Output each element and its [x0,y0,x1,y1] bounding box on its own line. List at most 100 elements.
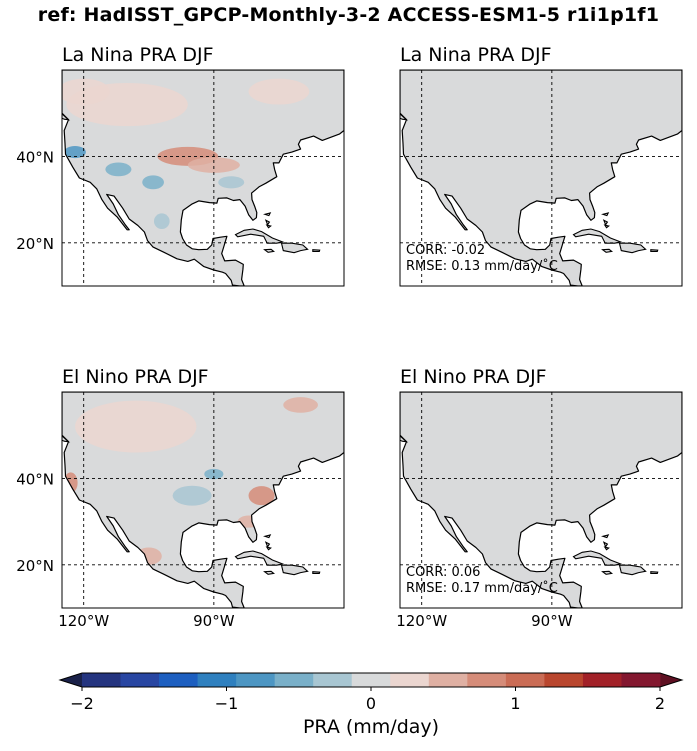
island-coastline [400,113,409,121]
island-coastline [312,571,321,574]
corr-text: CORR: 0.06 [406,565,480,580]
colorbar-segment [582,673,622,687]
anomaly-field [63,397,318,565]
island-coastline [263,212,272,217]
island-fill [27,95,36,103]
colorbar-segment [236,673,276,687]
colorbar-tick-label: −2 [70,694,94,713]
rmse-text: RMSE: 0.17 mm/day/˚C [406,580,558,596]
island-coastline [602,541,609,548]
anomaly-patch [204,468,224,480]
colorbar-tick-label: 1 [510,694,520,713]
island-coastline [346,428,374,450]
anomaly-patch [248,486,275,506]
island-coastline [601,248,614,253]
colorbar-tick-label: −1 [215,694,239,713]
colorbar-segment [313,673,353,687]
island-coastline [280,564,309,576]
island-fill [573,551,621,566]
island-fill [684,428,697,450]
island-coastline [263,248,276,253]
coastline [400,392,682,608]
lon-tick-label: 120°W [396,612,447,630]
island-coastline [263,570,276,575]
island-coastline [684,106,697,128]
rmse-text: RMSE: 0.13 mm/day/˚C [406,258,558,274]
lat-tick-label: 40°N [16,470,54,488]
island-coastline [265,224,272,229]
colorbar-segment [505,673,545,687]
colorbar-segment [274,673,314,687]
panel-frame [61,69,345,287]
island-coastline [27,417,36,425]
island-coastline [618,564,647,576]
land-fill [400,70,682,286]
island-fill [346,106,374,128]
island-coastline [62,435,71,443]
island-coastline [650,571,659,574]
colorbar-extend-high [660,673,682,687]
colorbar-tick-label: 0 [366,694,376,713]
anomaly-field [62,78,310,229]
colorbar-segment [467,673,507,687]
anomaly-patch [142,175,164,190]
island-fill [400,435,407,442]
island-coastline [618,242,647,254]
anomaly-patch [248,78,310,105]
island-fill [400,113,407,120]
island-coastline [62,113,71,121]
island-coastline [265,546,272,551]
island-coastline [603,224,610,229]
island-fill [235,229,283,244]
island-fill [346,428,374,450]
coastline [400,70,682,286]
anomaly-patch [283,397,318,413]
island-coastline [601,212,610,217]
panel-frame [399,391,683,609]
panel-title: El Nino PRA DJF [62,366,209,388]
island-coastline [603,546,610,551]
island-fill [235,551,283,566]
map-panel-1: La Nina PRA DJF 40°N 20°N [16,44,374,287]
anomaly-patch [187,157,240,173]
island-fill [684,106,697,128]
colorbar-label: PRA (mm/day) [302,716,440,738]
land-fill [400,392,682,608]
island-coastline [365,417,374,425]
island-fill [573,229,621,244]
anomaly-patch [153,213,170,229]
colorbar-segment [159,673,198,687]
island-coastline [601,570,614,575]
figure-title: ref: HadISST_GPCP-Monthly-3-2 ACCESS-ESM… [37,4,660,26]
colorbar-segment [82,673,121,687]
map-panel-3: El Nino PRA DJF 40°N 20°N 120°W 90°W [16,366,374,630]
corr-text: CORR: -0.02 [406,243,485,258]
lat-tick-label: 20°N [16,235,54,253]
island-fill [365,417,374,425]
island-coastline [264,219,271,226]
colorbar-segment [351,673,391,687]
lon-tick-label: 90°W [531,612,573,630]
panel-frame [399,69,683,287]
coastline [62,392,344,608]
colorbar-segment [390,673,430,687]
anomaly-patch [105,162,132,177]
colorbar-segment [621,673,661,687]
lat-tick-label: 40°N [16,148,54,166]
lat-tick-label: 20°N [16,557,54,575]
coastline [62,70,344,286]
island-coastline [684,428,697,450]
island-coastline [602,219,609,226]
anomaly-patch [75,400,197,453]
island-coastline [264,541,271,548]
island-coastline [263,534,272,539]
island-coastline [280,242,309,254]
island-coastline [400,435,409,443]
colorbar: −2 −1 0 1 2 [58,672,684,713]
colorbar-segment [120,673,160,687]
colorbar-segment [428,673,468,687]
colorbar-extend-low [60,673,82,687]
colorbar-segment [544,673,584,687]
